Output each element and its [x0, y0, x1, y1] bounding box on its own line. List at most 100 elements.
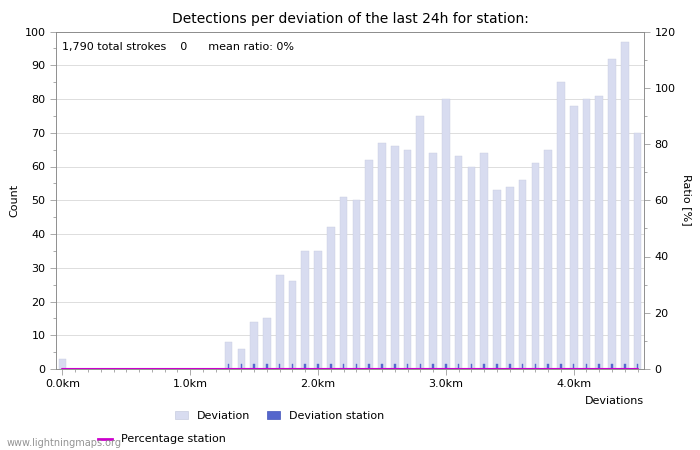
Bar: [276, 274, 284, 369]
Bar: [263, 319, 271, 369]
Bar: [458, 364, 459, 369]
Bar: [419, 364, 421, 369]
Bar: [241, 364, 242, 369]
Percentage station: [570, 366, 578, 372]
Bar: [266, 364, 267, 369]
Bar: [506, 187, 514, 369]
Percentage station: [71, 366, 79, 372]
Text: 1,790 total strokes    0      mean ratio: 0%: 1,790 total strokes 0 mean ratio: 0%: [62, 42, 294, 52]
Bar: [547, 364, 549, 369]
Bar: [596, 96, 603, 369]
Text: www.lightningmaps.org: www.lightningmaps.org: [7, 437, 122, 447]
Bar: [611, 364, 612, 369]
Bar: [330, 364, 332, 369]
Percentage station: [135, 366, 143, 372]
Percentage station: [314, 366, 322, 372]
Bar: [535, 364, 536, 369]
Percentage station: [621, 366, 629, 372]
Bar: [382, 364, 383, 369]
Bar: [468, 166, 475, 369]
Percentage station: [173, 366, 181, 372]
Bar: [442, 99, 449, 369]
Bar: [470, 364, 473, 369]
Bar: [404, 149, 412, 369]
Bar: [445, 364, 447, 369]
Bar: [314, 251, 322, 369]
Bar: [292, 364, 293, 369]
Y-axis label: Ratio [%]: Ratio [%]: [682, 175, 692, 226]
Bar: [378, 143, 386, 369]
Percentage station: [262, 366, 271, 372]
Bar: [480, 153, 488, 369]
Percentage station: [416, 366, 424, 372]
Percentage station: [634, 366, 642, 372]
Bar: [304, 364, 306, 369]
Bar: [484, 364, 485, 369]
Bar: [519, 180, 526, 369]
Percentage station: [211, 366, 220, 372]
Bar: [327, 227, 335, 369]
Bar: [416, 116, 424, 369]
Bar: [365, 160, 373, 369]
Bar: [353, 200, 360, 369]
Percentage station: [544, 366, 552, 372]
Percentage station: [186, 366, 195, 372]
Percentage station: [276, 366, 284, 372]
Percentage station: [352, 366, 361, 372]
Percentage station: [365, 366, 373, 372]
Bar: [608, 58, 616, 369]
Percentage station: [391, 366, 399, 372]
Percentage station: [582, 366, 591, 372]
Bar: [455, 157, 463, 369]
Percentage station: [58, 366, 66, 372]
Bar: [494, 190, 500, 369]
Title: Detections per deviation of the last 24h for station:: Detections per deviation of the last 24h…: [172, 12, 528, 26]
Bar: [279, 364, 281, 369]
Bar: [598, 364, 600, 369]
Bar: [343, 364, 344, 369]
Percentage station: [327, 366, 335, 372]
Bar: [225, 342, 232, 369]
Percentage station: [519, 366, 527, 372]
Percentage station: [493, 366, 501, 372]
Percentage station: [225, 366, 233, 372]
Percentage station: [595, 366, 603, 372]
Bar: [340, 197, 347, 369]
Bar: [624, 364, 626, 369]
Bar: [391, 146, 398, 369]
Bar: [253, 364, 255, 369]
Bar: [545, 149, 552, 369]
Bar: [531, 163, 539, 369]
Bar: [634, 133, 641, 369]
Percentage station: [84, 366, 92, 372]
Legend: Percentage station: Percentage station: [98, 434, 225, 445]
Percentage station: [403, 366, 412, 372]
Bar: [509, 364, 510, 369]
Bar: [228, 364, 230, 369]
Percentage station: [301, 366, 309, 372]
Bar: [237, 349, 245, 369]
Percentage station: [505, 366, 514, 372]
Percentage station: [250, 366, 258, 372]
Percentage station: [122, 366, 130, 372]
Bar: [573, 364, 575, 369]
Bar: [251, 322, 258, 369]
Bar: [586, 364, 587, 369]
Percentage station: [454, 366, 463, 372]
Percentage station: [480, 366, 489, 372]
Percentage station: [378, 366, 386, 372]
Bar: [557, 82, 565, 369]
Percentage station: [199, 366, 207, 372]
Bar: [317, 364, 318, 369]
Bar: [302, 251, 309, 369]
Percentage station: [608, 366, 616, 372]
Y-axis label: Count: Count: [9, 184, 19, 217]
Text: Deviations: Deviations: [585, 396, 644, 406]
Bar: [356, 364, 357, 369]
Bar: [429, 153, 437, 369]
Bar: [394, 364, 395, 369]
Bar: [496, 364, 498, 369]
Percentage station: [442, 366, 450, 372]
Bar: [288, 281, 296, 369]
Bar: [582, 99, 590, 369]
